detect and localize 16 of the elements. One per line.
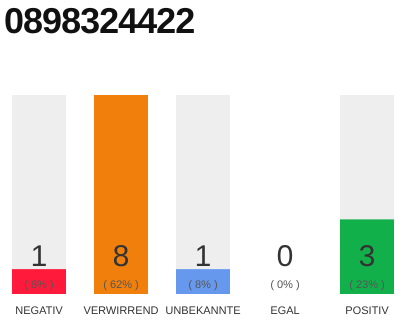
data-label: 1 [194,240,212,273]
data-label: 1 [30,240,48,273]
x-tick-label: EGAL [270,305,300,317]
annotation: ( 8% ) [24,279,54,291]
data-label: 3 [358,240,376,273]
x-tick-label: POSITIV [345,305,390,317]
data-label: 0 [276,240,294,273]
annotation: ( 0% ) [270,279,300,291]
annotation: ( 8% ) [188,279,218,291]
annotation: ( 23% ) [349,279,385,291]
annotation: ( 62% ) [103,279,139,291]
chart-title: 0898324422 [4,0,194,42]
x-tick-label: NEGATIV [15,305,64,317]
data-label: 8 [112,240,130,273]
x-tick-label: UNBEKANNTE [165,305,241,317]
x-tick-label: VERWIRREND [84,305,159,317]
